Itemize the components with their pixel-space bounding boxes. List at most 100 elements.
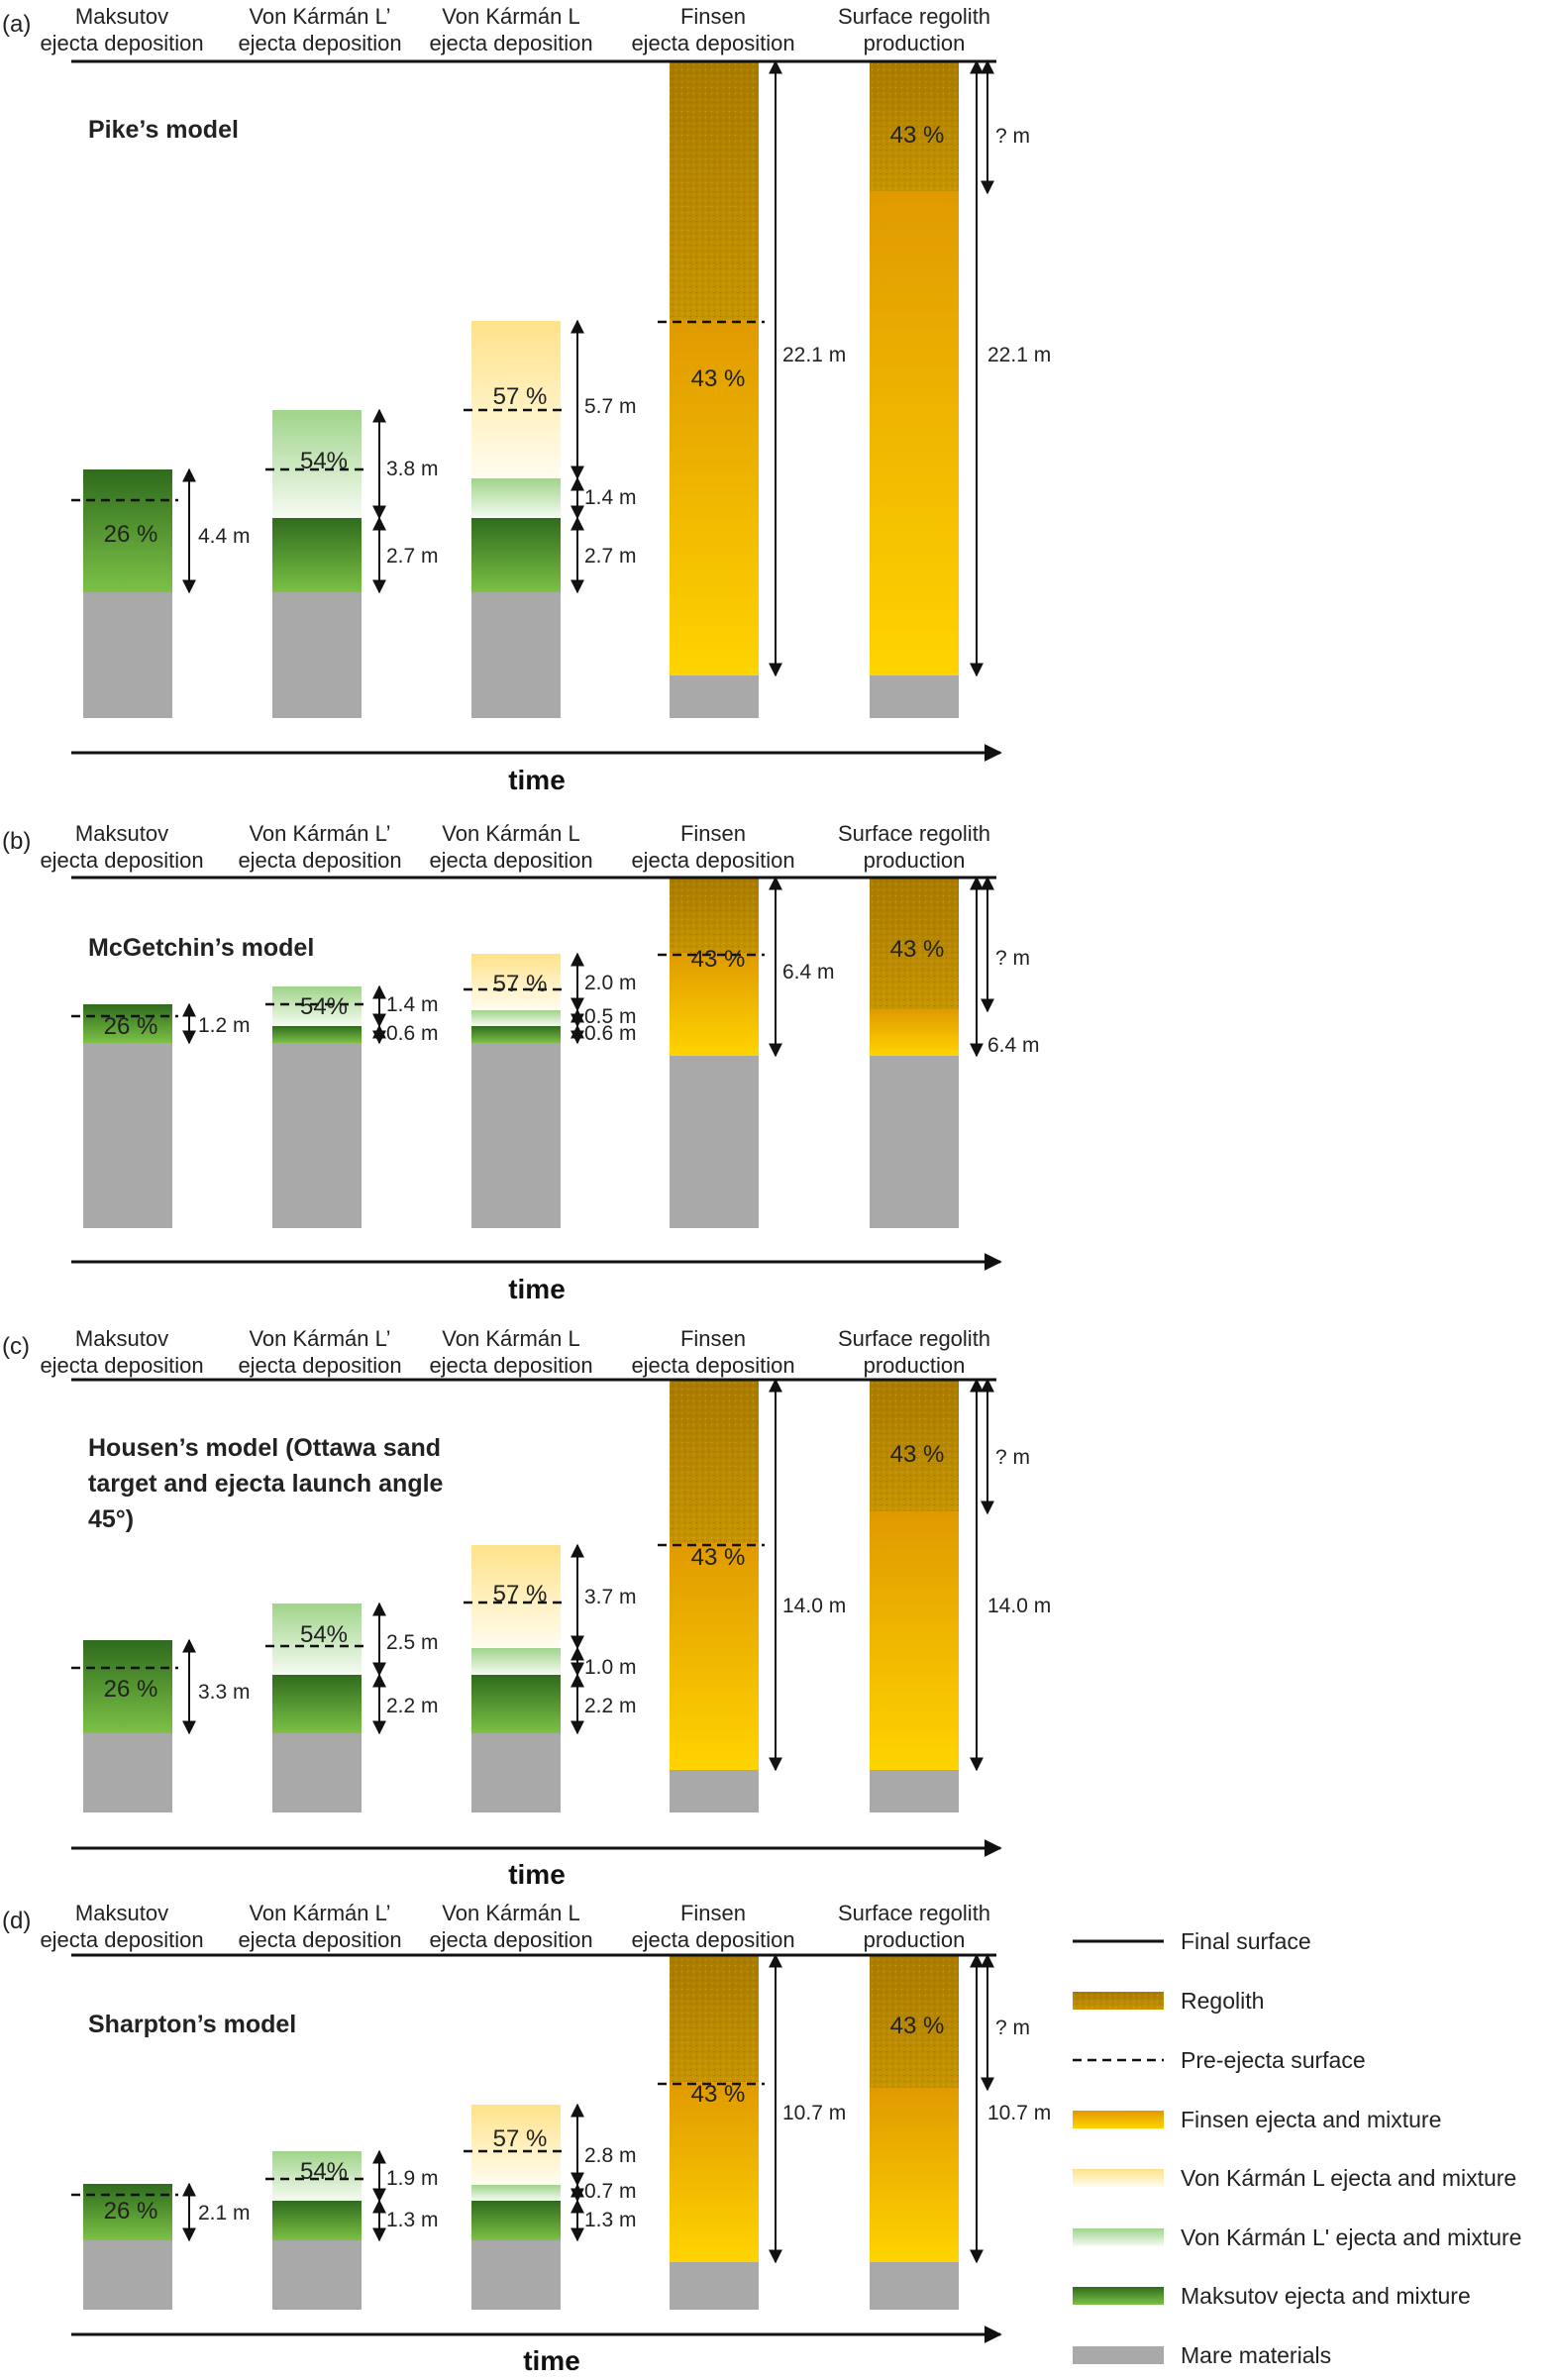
panel-d-vkl-mare-layer [471, 2240, 561, 2310]
legend-final-label: Final surface [1181, 1928, 1311, 1954]
panel-b-header-1-line2: ejecta deposition [238, 848, 401, 873]
panel-d-vkl-bottom-dim-label: 1.3 m [584, 2209, 637, 2231]
panel-c-finsen-mare-layer [670, 1770, 759, 1812]
panel-b-surface-top-dim-label: ? m [995, 947, 1030, 970]
panel-d-model-title-0: Sharpton’s model [88, 2011, 296, 2038]
panel-d-maksutov-percent: 26 % [104, 2198, 158, 2225]
panel-a-vkl-prime-percent: 54% [300, 448, 348, 474]
panel-d-vkl-prime-mare-layer [272, 2240, 362, 2310]
panel-b-finsen-ejecta-layer [670, 953, 759, 1056]
panel-b-vkl-prime-maksutov-layer [272, 1026, 362, 1043]
panel-b-vkl-vkl-prime-layer [471, 1010, 561, 1026]
panel-c-finsen-percent: 43 % [691, 1544, 746, 1571]
panel-b-header-2-line1: Von Kármán L [442, 821, 579, 846]
panel-c-header-1-line2: ejecta deposition [238, 1353, 401, 1378]
panel-a-vkl-prime-mare-layer [272, 592, 362, 718]
panel-d-surface-finsen-layer [870, 2088, 959, 2262]
panel-b-header-2-line2: ejecta deposition [429, 848, 592, 873]
panel-d-header-2-line2: ejecta deposition [429, 1927, 592, 1952]
panel-c-vkl-prime-percent: 54% [300, 1621, 348, 1648]
panel-c-model-title-2: 45°) [88, 1505, 134, 1533]
panel-a-maksutov-ejecta-layer [83, 469, 172, 592]
panel-a-header-3-line1: Finsen [680, 4, 746, 29]
panel-c-vkl-prime-bottom-dim-label: 2.2 m [386, 1695, 439, 1717]
panel-c-finsen-ejecta-layer [670, 1543, 759, 1770]
panel-c-header-0-line1: Maksutov [75, 1326, 168, 1351]
panel-a-vkl-ejecta-layer [471, 321, 561, 478]
legend-mare-swatch [1073, 2346, 1164, 2364]
panel-c-finsen-dim-label: 14.0 m [782, 1595, 846, 1617]
panel-c-vkl-prime-ejecta-layer [272, 1604, 362, 1675]
panel-a-finsen-percent: 43 % [691, 365, 746, 392]
panel-b-vkl-maksutov-layer [471, 1026, 561, 1043]
panel-d-vkl-top-dim-label: 2.8 m [584, 2144, 637, 2167]
panel-a-finsen-mare-layer [670, 675, 759, 718]
panel-b-vkl-prime-mare-layer [272, 1043, 362, 1228]
legend-regolith-label: Regolith [1181, 1988, 1264, 2014]
panel-d-header-4-line1: Surface regolith [838, 1901, 990, 1925]
panel-c-surface-finsen-layer [870, 1511, 959, 1770]
panel-b-surface-mare-layer [870, 1056, 959, 1228]
legend-finsen-swatch [1073, 2111, 1164, 2128]
panel-d-header-3-line1: Finsen [680, 1901, 746, 1925]
panel-b-vkl-prime-bottom-dim-label: 0.6 m [386, 1022, 439, 1045]
panel-a-surface-top-dim-label: ? m [995, 125, 1030, 148]
panel-b-header-4-line1: Surface regolith [838, 821, 990, 846]
panel-c-surface-top-dim-label: ? m [995, 1446, 1030, 1469]
panel-b-header-0-line2: ejecta deposition [40, 848, 203, 873]
panel-d-header-3-line2: ejecta deposition [631, 1927, 794, 1952]
panel-d-vkl-prime-percent: 54% [300, 2158, 348, 2185]
panel-b-vkl-prime-top-dim-label: 1.4 m [386, 993, 439, 1016]
panel-a-surface-bottom-dim-label: 22.1 m [987, 344, 1051, 366]
panel-d-header-1-line1: Von Kármán L’ [249, 1901, 390, 1925]
panel-c-surface-mare-layer [870, 1770, 959, 1812]
panel-b-vkl-percent: 57 % [493, 971, 548, 997]
panel-b-tag: (b) [2, 828, 31, 855]
panel-b-vkl-top-dim-label: 2.0 m [584, 972, 637, 994]
panel-d-finsen-dim-label: 10.7 m [782, 2102, 846, 2124]
panel-b-surface-bottom-dim-label: 6.4 m [987, 1034, 1040, 1057]
panel-b-header-0-line1: Maksutov [75, 821, 168, 846]
panel-b-vkl-prime-ejecta-layer [272, 986, 362, 1026]
panel-a-header-0-line1: Maksutov [75, 4, 168, 29]
panel-b-finsen-dim-label: 6.4 m [782, 961, 835, 983]
panel-c-vkl-prime-maksutov-layer [272, 1675, 362, 1733]
panel-a-header-4-line1: Surface regolith [838, 4, 990, 29]
panel-b-vkl-prime-percent: 54% [300, 993, 348, 1020]
panel-a-header-1-line2: ejecta deposition [238, 31, 401, 55]
panel-d-surface-bottom-dim-label: 10.7 m [987, 2102, 1051, 2124]
legend-vkl-swatch [1073, 2169, 1164, 2187]
panel-b-maksutov-percent: 26 % [104, 1013, 158, 1040]
panel-a-vkl-top-dim-label: 5.7 m [584, 395, 637, 418]
panel-d-vkl-prime-top-dim-label: 1.9 m [386, 2167, 439, 2190]
panel-a-vkl-prime-bottom-dim-label: 2.7 m [386, 545, 439, 568]
panel-d-header-4-line2: production [864, 1927, 966, 1952]
panel-b-header-4-line2: production [864, 848, 966, 873]
panel-c-tag: (c) [2, 1333, 30, 1360]
panel-a-header-2-line1: Von Kármán L [442, 4, 579, 29]
panel-a-maksutov-mare-layer [83, 592, 172, 718]
panel-d-header-1-line2: ejecta deposition [238, 1927, 401, 1952]
panel-c-maksutov-mare-layer [83, 1733, 172, 1812]
panel-b-surface-finsen-layer [870, 1009, 959, 1056]
panel-b-maksutov-dim-label: 1.2 m [198, 1014, 251, 1037]
panel-d-finsen-regolith-layer-texture [670, 1955, 759, 2084]
panel-a-header-4-line2: production [864, 31, 966, 55]
panel-b-vkl-mid-dim-label: 0.5 m [584, 1005, 637, 1028]
panel-c-header-4-line1: Surface regolith [838, 1326, 990, 1351]
panel-c-header-3-line1: Finsen [680, 1326, 746, 1351]
panel-c-vkl-vkl-prime-layer [471, 1648, 561, 1675]
panel-c-vkl-maksutov-layer [471, 1675, 561, 1733]
panel-b-header-3-line1: Finsen [680, 821, 746, 846]
panel-b-header-3-line2: ejecta deposition [631, 848, 794, 873]
panel-d-vkl-vkl-prime-layer [471, 2185, 561, 2201]
panel-a-surface-finsen-layer [870, 191, 959, 675]
panel-c-vkl-prime-top-dim-label: 2.5 m [386, 1631, 439, 1654]
legend-regolith-swatch-texture [1073, 1992, 1164, 2010]
panel-b-surface-regolith-layer-texture [870, 878, 959, 1011]
panel-a-surface-regolith-layer-texture [870, 61, 959, 193]
panel-b-maksutov-mare-layer [83, 1043, 172, 1228]
panel-c-header-2-line1: Von Kármán L [442, 1326, 579, 1351]
panel-a-surface-percent: 43 % [890, 122, 945, 149]
